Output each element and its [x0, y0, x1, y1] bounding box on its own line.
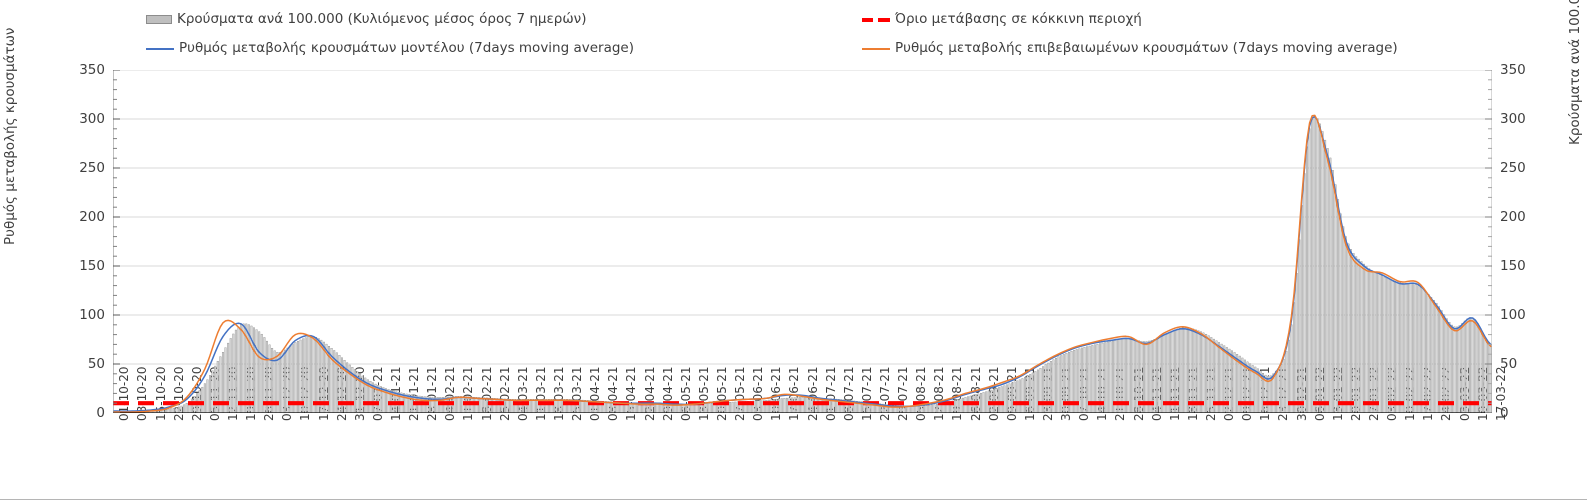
legend-item-threshold[interactable]: Όριο μετάβασης σε κόκκινη περιοχή: [862, 11, 1142, 27]
line-swatch-icon: [146, 47, 174, 50]
y-axis-right-tick-label: 350: [1500, 62, 1526, 78]
y-axis-right-tick-label: 100: [1500, 307, 1526, 323]
y-axis-right-tick-label: 250: [1500, 160, 1526, 176]
legend-item-cases-per-100k[interactable]: Κρούσματα ανά 100.000 (Κυλιόμενος μέσος …: [146, 11, 587, 27]
y-axis-left-tick-label: 50: [87, 356, 105, 372]
bar-series-cases: [113, 116, 1492, 413]
y-axis-left-tick-label: 200: [79, 209, 105, 225]
legend-label-model-rate: Ρυθμός μεταβολής κρουσμάτων μοντέλου (7d…: [179, 40, 635, 56]
legend-label-threshold: Όριο μετάβασης σε κόκκινη περιοχή: [895, 11, 1142, 27]
legend-label-confirmed-rate: Ρυθμός μεταβολής επιβεβαιωμένων κρουσμάτ…: [895, 40, 1398, 56]
bar-swatch-icon: [146, 15, 172, 25]
line-swatch-orange-icon: [862, 47, 890, 50]
y-axis-left-tick-label: 100: [79, 307, 105, 323]
chart-legend: Κρούσματα ανά 100.000 (Κυλιόμενος μέσος …: [0, 6, 1587, 56]
y-axis-right-tick-label: 50: [1500, 356, 1518, 372]
y-axis-right-title: Κρούσματα ανά 100.000: [1567, 0, 1583, 145]
legend-label-cases-per-100k: Κρούσματα ανά 100.000 (Κυλιόμενος μέσος …: [177, 11, 587, 27]
y-axis-left-tick-label: 300: [79, 111, 105, 127]
y-axis-right-tick-label: 200: [1500, 209, 1526, 225]
y-axis-right-tick-label: 150: [1500, 258, 1526, 274]
y-axis-left-tick-label: 350: [79, 62, 105, 78]
legend-item-confirmed-rate[interactable]: Ρυθμός μεταβολής επιβεβαιωμένων κρουσμάτ…: [862, 40, 1398, 56]
y-axis-left-tick-label: 150: [79, 258, 105, 274]
y-axis-left-tick-label: 250: [79, 160, 105, 176]
y-axis-right-tick-label: 300: [1500, 111, 1526, 127]
x-axis-tick-label: 17-03-22: [1493, 366, 1508, 421]
y-axis-left-title: Ρυθμός μεταβολής κρουσμάτων: [2, 27, 18, 245]
gridlines: [113, 70, 1492, 413]
dashed-line-swatch-icon: [862, 17, 890, 22]
y-axis-left-tick-label: 0: [96, 405, 105, 421]
line-series: [113, 114, 1492, 413]
legend-item-model-rate[interactable]: Ρυθμός μεταβολής κρουσμάτων μοντέλου (7d…: [146, 40, 635, 56]
plot-area: [113, 70, 1492, 413]
plot-svg: [113, 70, 1492, 413]
plot-frame: [113, 70, 1492, 413]
y-axis-right-tick-label: 0: [1500, 405, 1509, 421]
